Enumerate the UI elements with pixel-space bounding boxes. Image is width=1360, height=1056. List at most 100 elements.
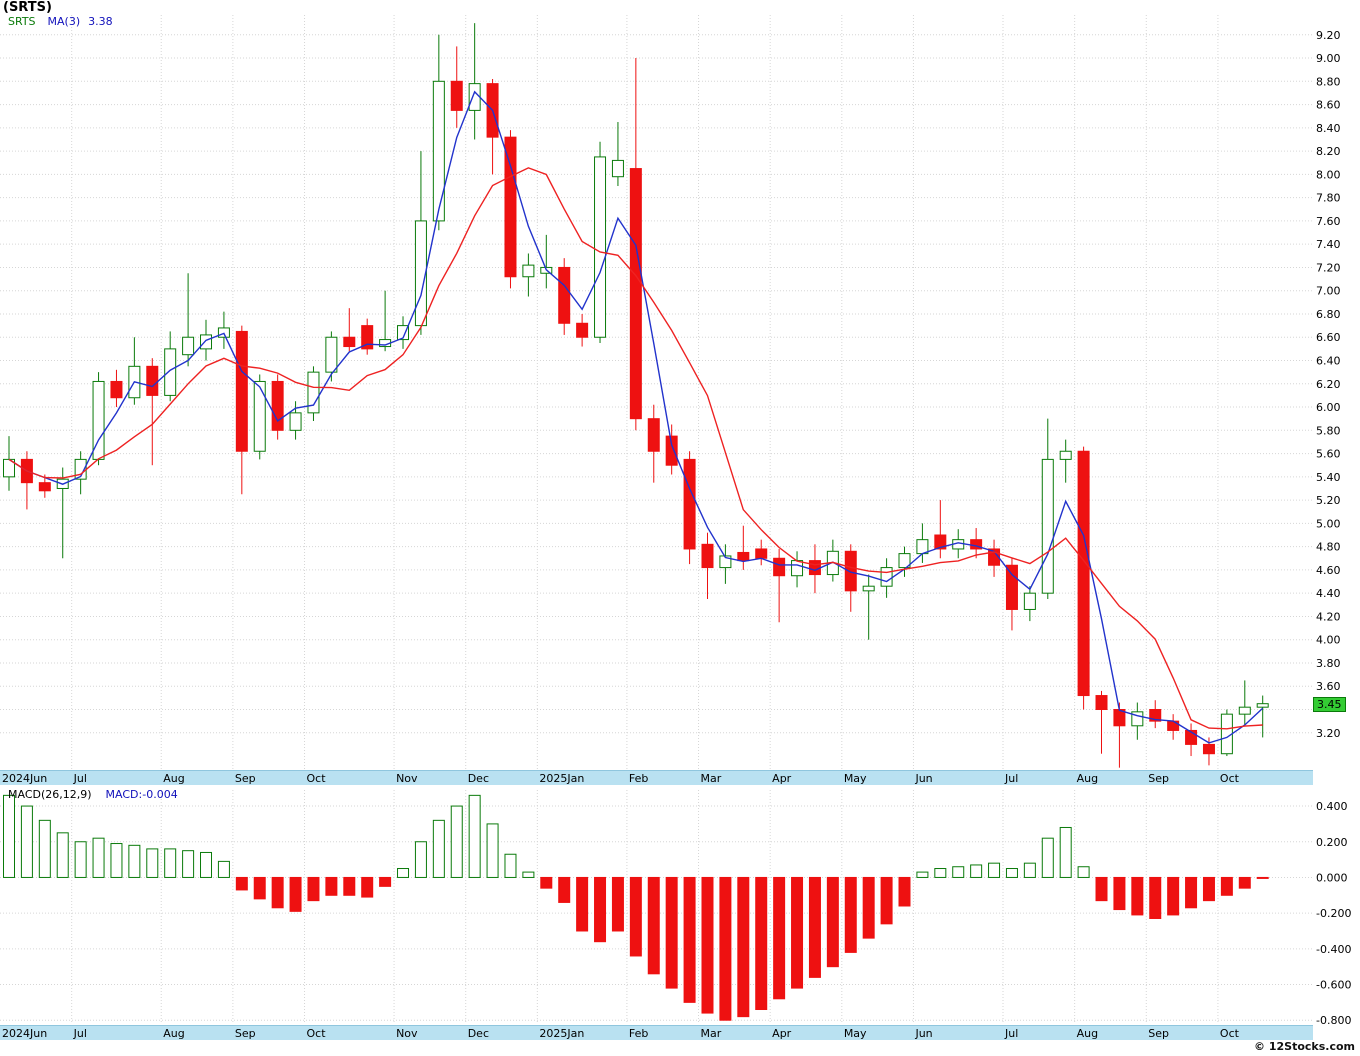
price-axis-label: 7.00 [1316,285,1341,298]
macd-bar-positive [1005,868,1018,878]
month-label: Sep [234,772,256,785]
price-axis-label: 8.60 [1316,99,1341,112]
macd-bar-positive [1059,826,1072,878]
candle-up [397,325,410,341]
macd-bar-negative [271,876,284,909]
month-label: Jul [73,772,87,785]
candle-down [629,168,642,420]
ma-line [8,90,1264,744]
month-label: Oct [1219,1027,1239,1040]
candle-up [200,334,213,350]
candle-up [253,380,266,452]
macd-bar-positive [182,850,195,878]
price-axis-label: 6.40 [1316,355,1341,368]
price-axis-label: 5.00 [1316,517,1341,530]
price-axis-label: 4.20 [1316,610,1341,623]
macd-bar-negative [862,876,875,939]
macd-bar-negative [235,876,248,891]
candle-up [414,220,427,327]
candle-up [719,555,732,569]
macd-bar-negative [791,876,804,989]
month-label: Aug [163,772,185,785]
price-axis-label: 6.80 [1316,308,1341,321]
macd-axis-label: 0.000 [1316,871,1348,884]
macd-axis-label: -0.800 [1316,1014,1351,1025]
candle-down [988,548,1001,566]
macd-bar-positive [92,837,105,878]
macd-axis-label: 0.400 [1316,800,1348,813]
macd-bar-negative [737,876,750,1018]
macd-axis-label: -0.600 [1316,979,1351,992]
candle-down [450,80,463,111]
candle-up [182,336,195,356]
candle-up [880,567,893,587]
macd-bar-positive [970,864,983,878]
ma-line [8,167,1263,730]
macd-legend: MACD(26,12,9) MACD:-0.004 [8,788,178,801]
candle-up [862,585,875,592]
macd-bar-positive [952,866,965,878]
month-label: Jun [915,1027,933,1040]
price-axis-label: 8.40 [1316,122,1341,135]
month-label: Sep [1148,772,1170,785]
month-label: May [843,1027,867,1040]
month-label: Apr [772,1027,792,1040]
candle-down [1202,743,1215,755]
candle-up [307,371,320,414]
candle-up [1023,592,1036,610]
candle-up [468,83,481,111]
month-label: Feb [628,1027,649,1040]
page-title: (SRTS) [3,0,52,15]
candle-down [146,365,159,396]
macd-bar-positive [3,794,15,878]
macd-bar-negative [540,876,553,889]
month-label: Dec [467,772,489,785]
watermark: © 12Stocks.com [1254,1040,1355,1053]
macd-bar-positive [164,848,177,878]
candle-down [737,551,750,562]
candle-down [38,482,51,492]
month-label: Aug [1076,1027,1099,1040]
price-axis-label: 4.60 [1316,564,1341,577]
macd-axis-label: 0.200 [1316,836,1348,849]
month-label: Sep [234,1027,256,1040]
macd-bar-positive [128,844,141,878]
macd-bar-positive [916,871,929,878]
candle-down [361,325,374,350]
month-label: Jul [1005,772,1019,785]
macd-bar-negative [594,876,607,943]
macd-bar-positive [450,805,463,878]
candle-down [1185,729,1198,745]
candle-down [1077,450,1090,697]
macd-bar-negative [253,876,266,900]
macd-chart: 0.400 0.200 0.000 -0.200 -0.400 -0.600 -0.800 [0,790,1351,1025]
macd-bar-negative [611,876,624,932]
macd-bar-negative [1095,876,1108,902]
price-axis-label: 6.60 [1316,331,1341,344]
price-axis-label: 5.60 [1316,448,1341,461]
candle-down [1167,720,1180,731]
macd-bar-negative [1131,876,1144,916]
macd-bar-negative [325,876,338,896]
month-label: Jun [915,772,933,785]
macd-bar-negative [719,876,732,1021]
macd-bar-positive [1041,837,1054,878]
macd-bar-positive [504,853,517,878]
macd-bar-positive [20,805,33,878]
candle-up [432,80,445,222]
month-label: 2024Jun [2,1027,48,1040]
month-label: Jul [73,1027,87,1040]
macd-bar-negative [1167,876,1180,916]
macd-bar-negative [647,876,660,975]
month-label: Mar [700,1027,722,1040]
price-axis-label: 4.00 [1316,634,1341,647]
candle-down [271,380,284,431]
x-axis-band-price: 2024Jun Jul Aug Sep Oct Nov Dec 2025Jan Feb Mar Ap… [0,770,1313,785]
macd-bar-positive [1023,862,1036,878]
month-label: Oct [306,772,326,785]
candle-down [844,550,857,592]
macd-axis-label: -0.400 [1316,943,1351,956]
macd-bar-negative [844,876,857,953]
candle-up [594,156,607,338]
